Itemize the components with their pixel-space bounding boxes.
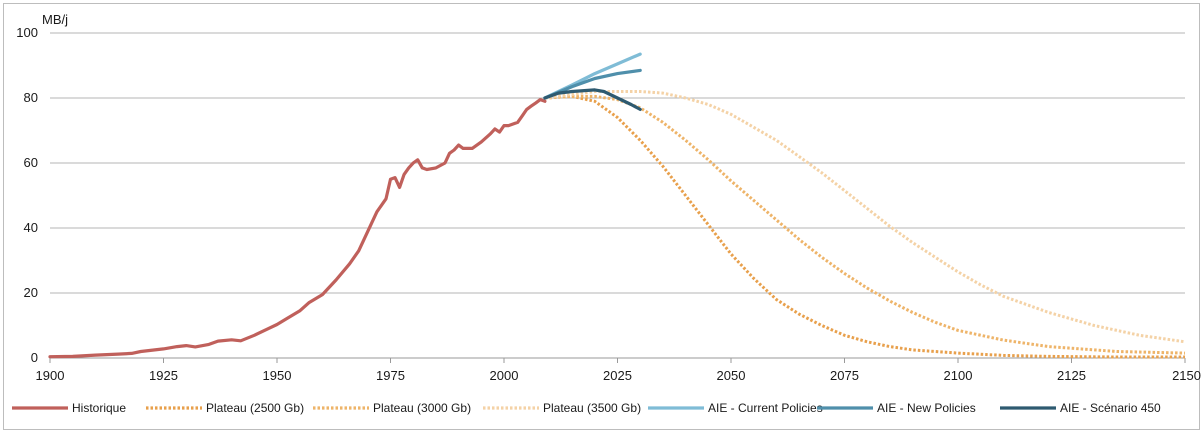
y-axis-ticks: 0 20 40 60 80 100 — [16, 25, 38, 365]
series-line-0 — [48, 98, 547, 359]
series-line-5 — [543, 68, 642, 100]
x-tick-label: 2150 — [1172, 368, 1201, 383]
chart-frame — [3, 3, 1200, 430]
legend-label: Plateau (3500 Gb) — [543, 401, 641, 415]
x-tick-label: 2000 — [490, 368, 519, 383]
y-tick-label: 60 — [24, 155, 38, 170]
x-tick-label: 2125 — [1057, 368, 1086, 383]
legend-label: AIE - Scénario 450 — [1060, 401, 1161, 415]
legend-label: AIE - New Policies — [877, 401, 976, 415]
series-line-2 — [544, 94, 1186, 355]
series-line-1 — [544, 94, 1185, 359]
x-tick-label: 1950 — [263, 368, 292, 383]
y-tick-label: 40 — [24, 220, 38, 235]
y-axis-label: MB/j — [42, 12, 68, 27]
legend-label: AIE - Current Policies — [708, 401, 823, 415]
legend: Historique Plateau (2500 Gb) Plateau (3000… — [12, 401, 1161, 415]
legend-label: Plateau (2500 Gb) — [206, 401, 304, 415]
x-tick-label: 1975 — [376, 368, 405, 383]
x-tick-label: 1925 — [149, 368, 178, 383]
y-tick-label: 80 — [24, 90, 38, 105]
x-tick-label: 2100 — [944, 368, 973, 383]
legend-label: Plateau (3000 Gb) — [373, 401, 471, 415]
y-tick-label: 20 — [24, 285, 38, 300]
y-tick-label: 100 — [16, 25, 38, 40]
x-tick-label: 2050 — [717, 368, 746, 383]
y-tick-label: 0 — [31, 350, 38, 365]
x-tick-label: 2025 — [603, 368, 632, 383]
x-tick-label: 1900 — [36, 368, 65, 383]
x-axis-ticks: 1900 1925 1950 1975 2000 2025 2050 2075 2100 2125… — [36, 358, 1201, 383]
x-tick-label: 2075 — [830, 368, 859, 383]
series-line-3 — [544, 90, 1186, 344]
chart-series — [48, 52, 1186, 359]
series-line-6 — [543, 88, 642, 111]
legend-label: Historique — [72, 401, 126, 415]
